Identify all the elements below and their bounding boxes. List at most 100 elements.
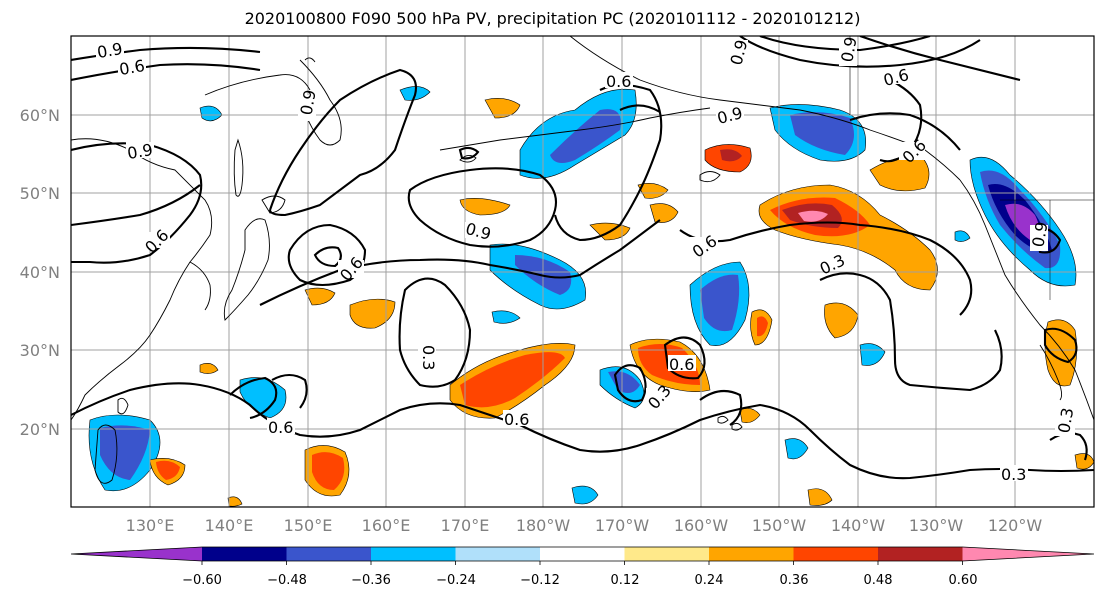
- graticule: [71, 36, 1094, 507]
- coast-korea: [189, 261, 211, 311]
- colorbar-tick-label: 0.36: [780, 573, 809, 588]
- pos-region-165w-47n: [649, 203, 679, 223]
- contour-label: 0.9: [837, 35, 860, 63]
- lon-label: 170°W: [595, 516, 650, 535]
- neg-region-se-pacific: [784, 438, 809, 460]
- pos-region-168w-50n: [637, 183, 669, 199]
- pv-contour-26: [849, 112, 961, 151]
- colorbar-segment: [793, 547, 878, 561]
- pv-contour-20: [819, 272, 1003, 392]
- pos-region-145e-15n-core: [156, 460, 180, 480]
- pv-contour-2: [71, 63, 261, 82]
- colorbar-tick-label: −0.12: [520, 573, 560, 588]
- lat-label: 20°N: [20, 420, 60, 439]
- coast-sakhalin: [233, 138, 244, 197]
- lon-label: 160°E: [362, 516, 411, 535]
- pv-contour-25: [879, 79, 923, 163]
- coast-hokkaido: [261, 195, 286, 214]
- neg-region-central-30n: [491, 310, 521, 324]
- colorbar-tick-label: 0.60: [949, 573, 978, 588]
- pv-contours: [71, 36, 1094, 480]
- pv-contour-13: [398, 277, 472, 388]
- coast-kamchatka: [299, 59, 342, 146]
- contour-label: 0.9: [96, 39, 124, 62]
- island-chain-3: [304, 57, 316, 63]
- island-hawaii-2: [731, 422, 743, 431]
- coast-okhotsk: [204, 74, 311, 96]
- contour-label: 0.6: [606, 72, 631, 91]
- lon-label: 150°E: [284, 516, 333, 535]
- coast-japan: [223, 218, 270, 321]
- pv-contour-8: [407, 167, 557, 248]
- pv-contour-7: [313, 246, 342, 268]
- colorbar-segment: [878, 547, 963, 561]
- lat-label: 40°N: [20, 263, 60, 282]
- neg-region-w-pacific-15n-core: [100, 425, 150, 480]
- pos-region-150w-30n-core: [757, 316, 768, 337]
- lat-label: 60°N: [20, 106, 60, 125]
- lon-label: 140°E: [205, 516, 254, 535]
- colorbar-segment: [371, 547, 456, 561]
- pos-region-130e-small: [199, 363, 219, 374]
- neg-region-150w-35n-core: [700, 274, 740, 332]
- pos-region-165e-48n: [459, 198, 511, 216]
- pos-region-south-150w: [807, 488, 833, 506]
- lon-label: 140°W: [831, 516, 886, 535]
- pos-region-west-us: [1044, 319, 1077, 387]
- colorbar-segment: [71, 547, 202, 561]
- lon-label: 120°W: [988, 516, 1043, 535]
- lat-label: 30°N: [20, 341, 60, 360]
- contour-label: 0.6: [669, 355, 694, 374]
- coast-taiwan: [117, 397, 129, 415]
- colorbar-segment: [286, 547, 371, 561]
- colorbar-tick-label: 0.48: [864, 573, 893, 588]
- neg-region-130w-40n: [954, 230, 971, 242]
- lon-label: 170°E: [441, 516, 490, 535]
- longitude-axis: 130°E 140°E 150°E 160°E 170°E 180°W 170°…: [126, 516, 1043, 535]
- pv-contour-30: [619, 104, 661, 113]
- pos-region-160e-15n-core: [312, 452, 345, 490]
- map-frame: [70, 35, 1095, 508]
- pv-contour-18: [229, 376, 278, 420]
- pos-region-158e-37n: [304, 287, 336, 306]
- colorbar-tick-labels: −0.60 −0.48 −0.36 −0.24 −0.12 0.12 0.24 …: [182, 573, 977, 588]
- pos-region-170e-57n: [484, 98, 521, 119]
- pv-contour-22: [859, 36, 1021, 82]
- pv-contour-11: [553, 83, 663, 242]
- colorbar-tick-label: 0.24: [695, 573, 724, 588]
- contour-label: 0.6: [118, 56, 146, 79]
- colorbar-tick-label: −0.36: [351, 573, 391, 588]
- pos-region-145w-32n: [824, 302, 859, 339]
- pv-contour-10: [458, 146, 480, 160]
- coast-baja: [1039, 344, 1063, 401]
- pv-contour-19: [271, 373, 308, 409]
- colorbar-ticks: [201, 561, 963, 565]
- colorbar-tick-label: −0.60: [182, 573, 222, 588]
- contour-label: 0.3: [1054, 406, 1077, 434]
- coastlines: [71, 36, 1094, 484]
- pv-contour-23: [739, 36, 981, 68]
- pv-contour-12: [679, 221, 973, 316]
- pv-contour-5: [268, 68, 417, 217]
- coast-north-america: [959, 179, 1094, 421]
- latitude-axis: 60°N 50°N 40°N 30°N 20°N: [20, 106, 60, 439]
- colorbar-segment: [455, 547, 540, 561]
- pv-contour-1: [71, 46, 261, 62]
- colorbar-segments: [70, 546, 1095, 562]
- colorbar-segment: [202, 547, 287, 561]
- pos-region-sw-tiny: [227, 496, 243, 507]
- colorbar-tick-label: 0.12: [611, 573, 640, 588]
- pos-region-165e-33n: [349, 298, 396, 329]
- colorbar-segment: [962, 547, 1094, 561]
- pv-contour-4: [71, 184, 201, 227]
- neg-region-gulf-alaska-core: [790, 112, 854, 155]
- coast-aleutians: [439, 107, 711, 151]
- pos-region-central-25n-core: [460, 352, 565, 408]
- contour-label: 0.9: [297, 88, 320, 116]
- lon-label: 180°W: [516, 516, 571, 535]
- plot-title: 2020100800 F090 500 hPa PV, precipitatio…: [244, 9, 861, 28]
- pos-region-160w-52n-core: [720, 149, 742, 162]
- pv-contour-14: [71, 382, 521, 438]
- lon-label: 130°E: [126, 516, 175, 535]
